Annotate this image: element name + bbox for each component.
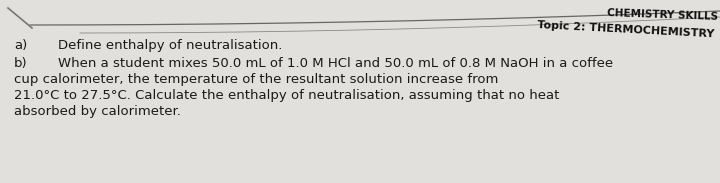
Text: b): b) bbox=[14, 57, 27, 70]
Text: CHEMISTRY SKILLS: CHEMISTRY SKILLS bbox=[607, 8, 718, 22]
Text: Topic 2: THERMOCHEMISTRY: Topic 2: THERMOCHEMISTRY bbox=[537, 20, 715, 39]
Text: absorbed by calorimeter.: absorbed by calorimeter. bbox=[14, 105, 181, 118]
Text: 21.0°C to 27.5°C. Calculate the enthalpy of neutralisation, assuming that no hea: 21.0°C to 27.5°C. Calculate the enthalpy… bbox=[14, 89, 559, 102]
Text: a): a) bbox=[14, 39, 27, 52]
Text: When a student mixes 50.0 mL of 1.0 M HCl and 50.0 mL of 0.8 M NaOH in a coffee: When a student mixes 50.0 mL of 1.0 M HC… bbox=[58, 57, 613, 70]
Text: Define enthalpy of neutralisation.: Define enthalpy of neutralisation. bbox=[58, 39, 282, 52]
Text: cup calorimeter, the temperature of the resultant solution increase from: cup calorimeter, the temperature of the … bbox=[14, 73, 498, 86]
